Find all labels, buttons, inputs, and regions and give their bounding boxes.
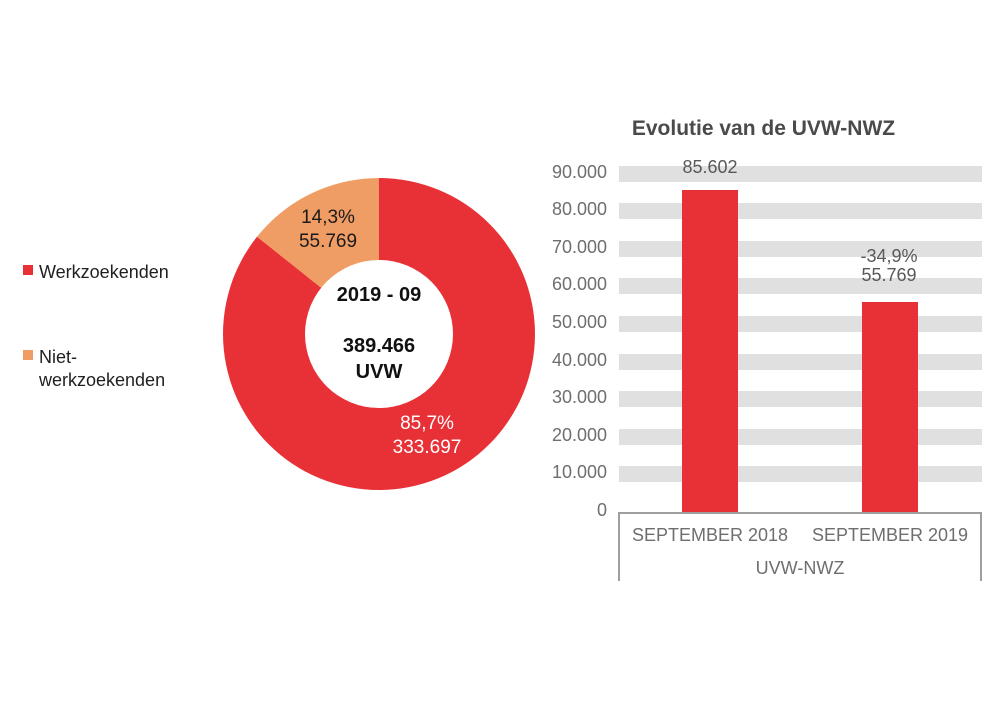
gridline-band — [619, 353, 982, 370]
legend-label-werkzoekenden: Werkzoekenden — [39, 262, 169, 282]
legend-swatch-niet-werkzoekenden — [23, 350, 33, 360]
donut-chart: 14,3% 55.769 85,7% 333.697 2019 - 09 389… — [223, 178, 535, 490]
category-label-september-2019: SEPTEMBER 2019 — [811, 525, 969, 545]
gridline-band — [619, 203, 982, 220]
donut-slice-label-niet-werkzoekenden: 14,3% 55.769 — [268, 206, 388, 254]
legend-swatch-werkzoekenden — [23, 265, 33, 275]
category-row: SEPTEMBER 2018 SEPTEMBER 2019 — [620, 524, 980, 546]
y-axis-tick-label: 80.000 — [551, 199, 607, 220]
y-axis-tick-label: 0 — [596, 500, 607, 520]
y-axis-tick-label: 40.000 — [551, 349, 607, 370]
bar-september-2018 — [682, 190, 738, 512]
legend-label-niet-werkzoekenden: Niet- werkzoekenden — [39, 347, 166, 390]
category-group-label: UVW-NWZ — [755, 558, 845, 578]
y-axis-tick-label: 90.000 — [551, 161, 607, 182]
bar-pct-change: -34,9% — [860, 246, 918, 266]
donut-hole — [305, 260, 453, 408]
bar-value: 55.769 — [861, 265, 917, 285]
y-axis-tick-label: 70.000 — [551, 236, 607, 257]
bar-chart-title: Evolutie van de UVW-NWZ — [631, 117, 896, 140]
gridline-band — [619, 466, 982, 483]
gridline-band — [619, 428, 982, 445]
donut-center-unit: UVW — [355, 361, 403, 383]
donut-center-label: 2019 - 09 389.466 UVW — [279, 282, 479, 385]
bar-chart-category-axis: SEPTEMBER 2018 SEPTEMBER 2019 UVW-NWZ — [618, 512, 982, 581]
y-axis-tick-label: 20.000 — [551, 424, 607, 445]
gridline-band — [619, 165, 982, 182]
y-axis-tick-label: 30.000 — [551, 387, 607, 408]
y-axis-tick-label: 10.000 — [551, 462, 607, 483]
donut-center-spacer — [279, 308, 479, 333]
bar-data-label-september-2018: 85.602 — [650, 156, 770, 178]
donut-slice-value: 333.697 — [392, 437, 462, 458]
donut-slice-pct: 85,7% — [400, 413, 454, 434]
bar-value: 85.602 — [682, 157, 738, 177]
gridline-band — [619, 316, 982, 332]
donut-center-total: 389.466 — [342, 335, 416, 357]
donut-slice-value: 55.769 — [298, 231, 358, 252]
donut-center-period: 2019 - 09 — [336, 284, 422, 306]
legend-item-werkzoekenden: Werkzoekenden — [22, 261, 219, 284]
gridline-band — [619, 391, 982, 408]
donut-slice-label-werkzoekenden: 85,7% 333.697 — [367, 412, 487, 460]
bar-september-2019 — [862, 302, 918, 512]
legend-item-niet-werkzoekenden: Niet- werkzoekenden — [22, 346, 219, 392]
donut-slice-pct: 14,3% — [301, 207, 355, 228]
y-axis-tick-label: 60.000 — [551, 274, 607, 295]
category-label-september-2018: SEPTEMBER 2018 — [631, 525, 789, 545]
bar-data-label-september-2019: -34,9% 55.769 — [829, 247, 949, 285]
y-axis-tick-label: 50.000 — [551, 312, 607, 332]
